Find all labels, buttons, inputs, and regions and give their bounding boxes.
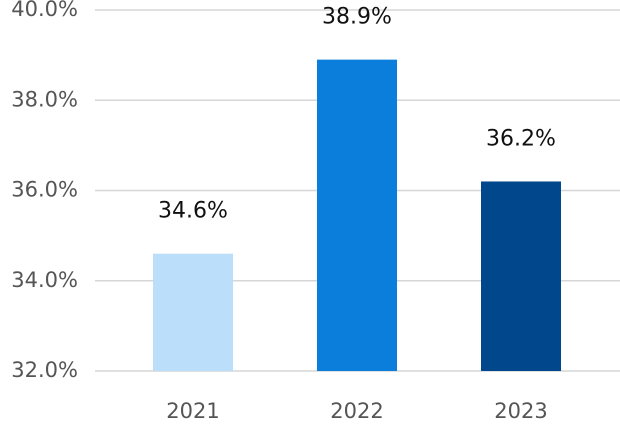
y-tick-label: 32.0% (11, 358, 78, 382)
bar (481, 181, 561, 371)
bar (317, 59, 397, 371)
y-tick-label: 38.0% (11, 87, 78, 111)
data-label: 36.2% (486, 126, 556, 151)
bar (153, 253, 233, 371)
data-label: 38.9% (322, 5, 392, 30)
y-tick-label: 40.0% (11, 0, 78, 21)
x-tick-label: 2021 (166, 399, 219, 423)
x-tick-label: 2023 (494, 399, 547, 423)
y-tick-label: 36.0% (11, 178, 78, 202)
y-tick-label: 34.0% (11, 268, 78, 292)
data-label: 34.6% (158, 199, 228, 224)
x-tick-label: 2022 (330, 399, 383, 423)
